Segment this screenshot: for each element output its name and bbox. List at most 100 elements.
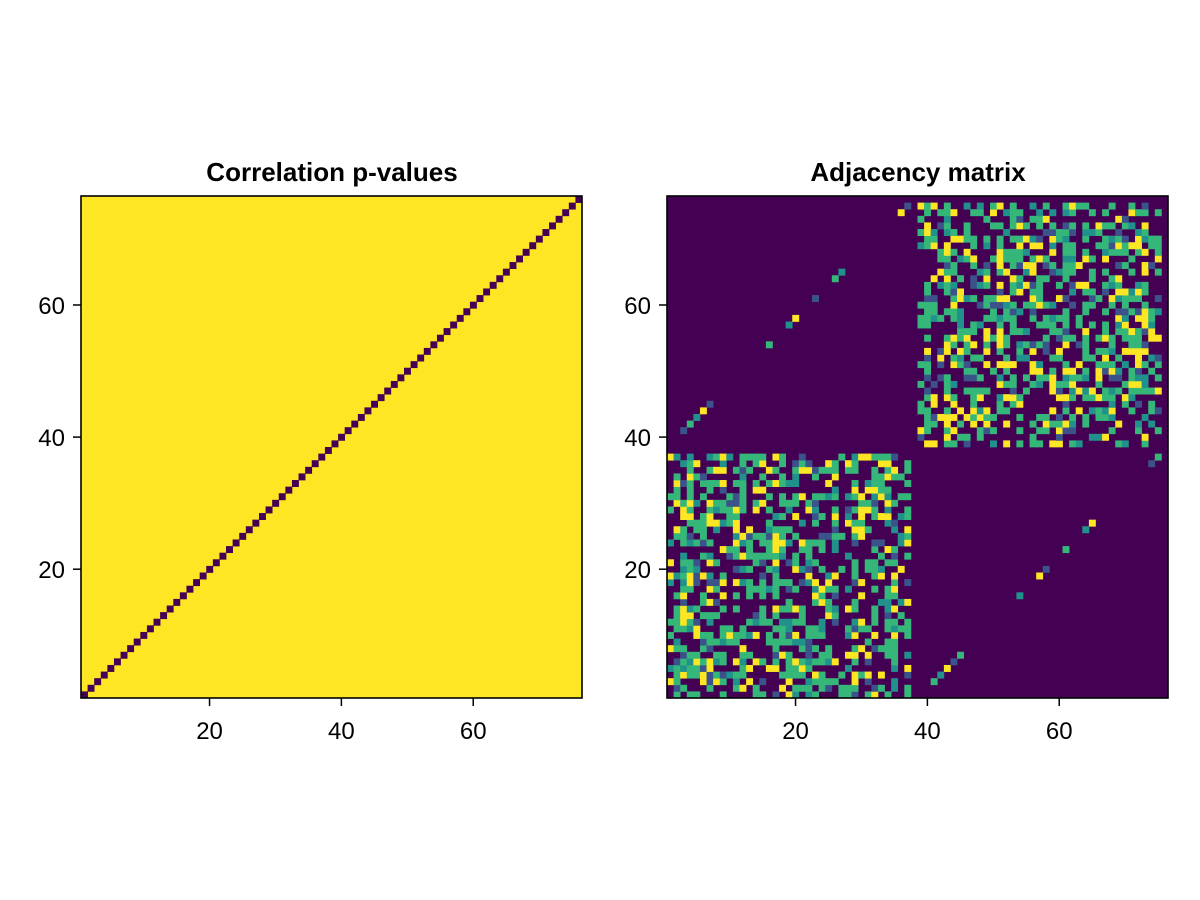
heatmap-cell (963, 334, 971, 342)
heatmap-cell (732, 565, 740, 573)
heatmap-cell (673, 691, 681, 699)
heatmap-cell (1108, 374, 1116, 382)
heatmap-cell (884, 513, 892, 521)
heatmap-cell (1069, 248, 1077, 256)
heatmap-cell (937, 281, 945, 289)
heatmap-cell (924, 361, 932, 369)
heatmap-cell (1121, 314, 1129, 322)
heatmap-cell (752, 506, 760, 514)
heatmap-cell (785, 691, 793, 699)
heatmap-cell (904, 526, 912, 534)
heatmap-cell (107, 664, 115, 672)
heatmap-cell (858, 592, 866, 600)
heatmap-cell (943, 209, 951, 217)
heatmap-cell (838, 691, 846, 699)
heatmap-cell (805, 625, 813, 633)
heatmap-cell (765, 585, 773, 593)
heatmap-cell (976, 354, 984, 362)
heatmap-cell (1036, 301, 1044, 309)
heatmap-cell (1115, 367, 1123, 375)
heatmap-cell (1029, 341, 1037, 349)
heatmap-cell (884, 605, 892, 613)
heatmap-cell (1128, 268, 1136, 276)
heatmap-cell (831, 532, 839, 540)
heatmap-cell (1121, 295, 1129, 303)
heatmap-cell (950, 334, 958, 342)
heatmap-cell (772, 539, 780, 547)
heatmap-cell (996, 347, 1004, 355)
heatmap-cell (1009, 328, 1017, 336)
heatmap-cell (1141, 281, 1149, 289)
heatmap-cell (686, 480, 694, 487)
heatmap-cell (924, 288, 932, 296)
heatmap-cell (739, 631, 747, 639)
heatmap-cell (831, 506, 839, 514)
heatmap-cell (127, 645, 135, 653)
heatmap-cell (1095, 229, 1103, 236)
heatmap-cell (1042, 314, 1050, 322)
heatmap-cell (851, 605, 859, 613)
heatmap-cell (1062, 400, 1070, 408)
heatmap-cell (1088, 519, 1096, 527)
heatmap-cell (1102, 367, 1110, 375)
heatmap-cell (719, 631, 727, 639)
heatmap-cell (779, 684, 787, 692)
heatmap-cell (1049, 235, 1057, 243)
heatmap-cell (1108, 341, 1116, 349)
heatmap-cell (1003, 380, 1011, 388)
heatmap-cell (785, 506, 793, 514)
heatmap-cell (1036, 222, 1044, 230)
heatmap-cell (568, 202, 576, 210)
heatmap-cell (667, 645, 674, 653)
heatmap-cell (1022, 354, 1030, 362)
heatmap-cell (752, 559, 760, 567)
heatmap-cell (739, 532, 747, 540)
heatmap-cell (699, 493, 707, 501)
heatmap-cell (818, 684, 826, 692)
heatmap-cell (772, 612, 780, 620)
heatmap-cell (772, 651, 780, 659)
heatmap-cell (746, 565, 754, 573)
heatmap-cell (897, 625, 905, 633)
heatmap-cell (1062, 222, 1070, 230)
heatmap-cell (1082, 248, 1090, 256)
heatmap-cell (772, 552, 780, 560)
heatmap-cell (667, 453, 674, 461)
heatmap-cell (719, 592, 727, 600)
heatmap-cell (1154, 308, 1162, 316)
heatmap-cell (792, 559, 800, 567)
heatmap-cell (891, 579, 899, 587)
heatmap-cell (983, 275, 991, 283)
heatmap-cell (1042, 413, 1050, 421)
heatmap-cell (812, 645, 819, 653)
heatmap-cell (930, 314, 938, 322)
heatmap-cell (759, 460, 767, 468)
heatmap-cell (1055, 235, 1063, 243)
heatmap-cell (759, 691, 767, 699)
heatmap-cell (917, 400, 925, 408)
heatmap-cell (765, 552, 773, 560)
heatmap-cell (680, 565, 688, 573)
heatmap-cell (996, 400, 1004, 408)
heatmap-cell (871, 453, 879, 461)
heatmap-cell (851, 532, 859, 540)
heatmap-cell (739, 466, 747, 474)
heatmap-cell (930, 380, 938, 388)
heatmap-cell (1062, 341, 1070, 349)
heatmap-cell (818, 513, 826, 521)
heatmap-cell (397, 374, 405, 382)
heatmap-cell (891, 526, 899, 534)
heatmap-cell (1069, 242, 1077, 250)
heatmap-cell (765, 618, 773, 626)
heatmap-cell (871, 565, 879, 573)
heatmap-cell (996, 295, 1004, 303)
heatmap-cell (1148, 321, 1156, 329)
heatmap-cell (798, 645, 806, 653)
heatmap-cell (746, 532, 754, 540)
heatmap-cell (693, 664, 701, 672)
heatmap-cell (1069, 262, 1077, 270)
heatmap-cell (1115, 229, 1123, 236)
heatmap-cell (706, 539, 714, 547)
heatmap-cell (693, 565, 701, 573)
